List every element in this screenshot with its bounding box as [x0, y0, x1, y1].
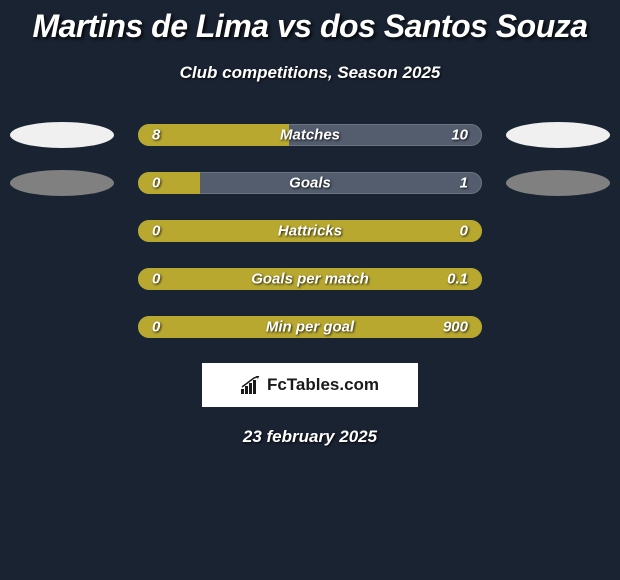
stat-bar: 0 Goals 1: [138, 172, 482, 194]
stat-row: 8 Matches 10: [0, 123, 620, 147]
stat-label: Goals: [289, 175, 331, 192]
stat-value-left: 0: [152, 223, 160, 240]
logo-box: FcTables.com: [202, 363, 418, 407]
stat-label: Min per goal: [266, 319, 354, 336]
logo-content: FcTables.com: [241, 375, 379, 395]
comparison-subtitle: Club competitions, Season 2025: [0, 63, 620, 83]
stat-row: 0 Min per goal 900: [0, 315, 620, 339]
stat-value-right: 10: [451, 127, 468, 144]
stat-label: Hattricks: [278, 223, 342, 240]
stat-row: 0 Hattricks 0: [0, 219, 620, 243]
stat-bar: 0 Goals per match 0.1: [138, 268, 482, 290]
stat-value-right: 1: [460, 175, 468, 192]
stat-value-left: 0: [152, 319, 160, 336]
bar-fill: [138, 172, 200, 194]
player-indicator-left: [10, 122, 114, 148]
stat-row: 0 Goals per match 0.1: [0, 267, 620, 291]
stats-container: 8Matches100Goals10Hattricks00Goals per m…: [0, 123, 620, 339]
logo-text: FcTables.com: [267, 375, 379, 395]
player-indicator-left: [10, 170, 114, 196]
stat-bar: 0 Min per goal 900: [138, 316, 482, 338]
stat-label: Goals per match: [251, 271, 369, 288]
stat-value-right: 0: [460, 223, 468, 240]
stat-bar: 0 Hattricks 0: [138, 220, 482, 242]
stat-value-left: 8: [152, 127, 160, 144]
stat-bar: 8 Matches 10: [138, 124, 482, 146]
stat-label: Matches: [280, 127, 340, 144]
chart-icon: [241, 376, 263, 394]
stat-value-right: 0.1: [447, 271, 468, 288]
stat-value-right: 900: [443, 319, 468, 336]
player-indicator-right: [506, 122, 610, 148]
date-text: 23 february 2025: [0, 427, 620, 447]
player-indicator-right: [506, 170, 610, 196]
stat-row: 0 Goals 1: [0, 171, 620, 195]
stat-value-left: 0: [152, 175, 160, 192]
comparison-title: Martins de Lima vs dos Santos Souza: [0, 8, 620, 45]
bar-fill: [138, 124, 289, 146]
stat-value-left: 0: [152, 271, 160, 288]
